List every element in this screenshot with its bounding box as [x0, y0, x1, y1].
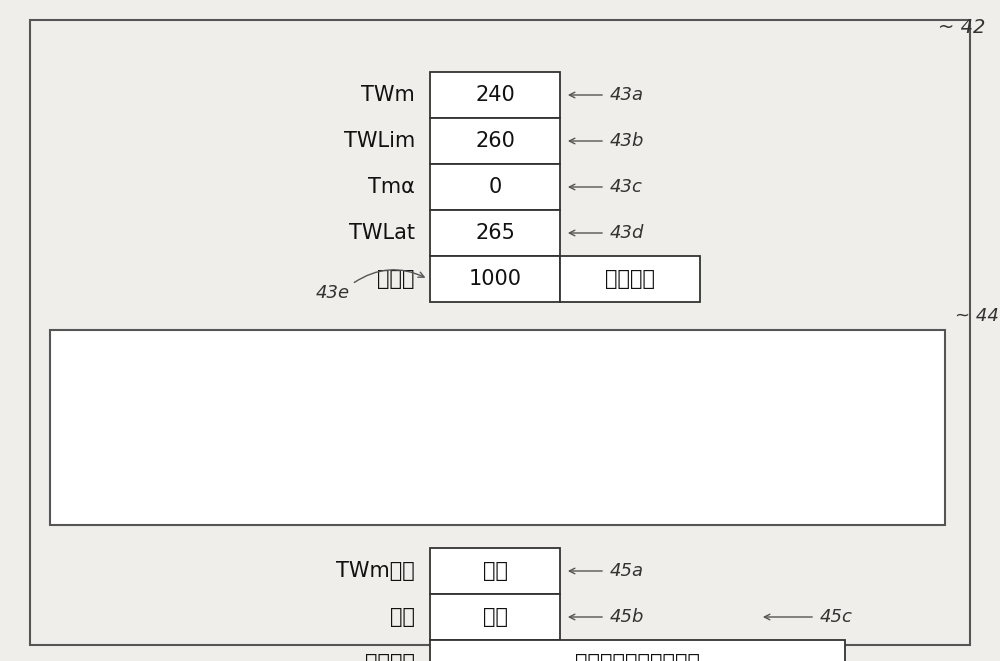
- Text: 43d: 43d: [610, 224, 644, 242]
- Text: 采样量: 采样量: [378, 269, 415, 289]
- Text: 采样: 采样: [390, 607, 415, 627]
- Bar: [430, 594, 560, 640]
- Text: 45b: 45b: [610, 608, 644, 626]
- Text: ~ 44: ~ 44: [955, 307, 999, 325]
- Text: 265: 265: [475, 223, 515, 243]
- Text: 240: 240: [475, 85, 515, 105]
- Bar: [430, 548, 560, 594]
- Text: 260: 260: [475, 131, 515, 151]
- Text: TWm调查: TWm调查: [336, 561, 415, 581]
- Text: 45c: 45c: [820, 608, 853, 626]
- Text: 开始: 开始: [482, 607, 508, 627]
- Text: 调查方式: 调查方式: [365, 653, 415, 661]
- Text: TWLat: TWLat: [349, 223, 415, 243]
- Text: 43c: 43c: [610, 178, 643, 196]
- Bar: [430, 256, 560, 302]
- Text: 1000: 1000: [468, 269, 522, 289]
- Bar: [430, 640, 845, 661]
- Bar: [430, 210, 560, 256]
- Bar: [430, 164, 560, 210]
- Bar: [50, 330, 945, 525]
- Bar: [430, 118, 560, 164]
- Text: 接通: 接通: [482, 561, 508, 581]
- Text: 卷绕动程: 卷绕动程: [605, 269, 655, 289]
- Text: 0: 0: [488, 177, 502, 197]
- Text: 43e: 43e: [316, 284, 350, 302]
- Text: 43a: 43a: [610, 86, 644, 104]
- Text: TWm: TWm: [361, 85, 415, 105]
- Text: TWLim: TWLim: [344, 131, 415, 151]
- Text: Tmα: Tmα: [368, 177, 415, 197]
- Text: 简易式（无错维调查）: 简易式（无错维调查）: [575, 653, 700, 661]
- Bar: [560, 256, 700, 302]
- Text: 43b: 43b: [610, 132, 644, 150]
- Text: ~ 42: ~ 42: [938, 18, 985, 37]
- Text: 45a: 45a: [610, 562, 644, 580]
- Bar: [430, 72, 560, 118]
